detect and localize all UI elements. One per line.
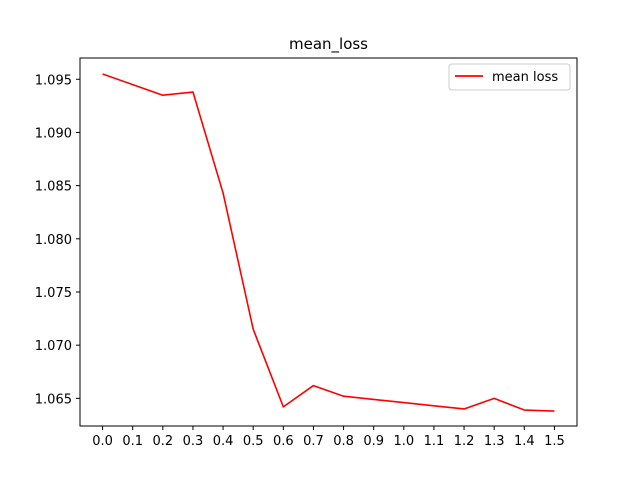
x-tick-label: 1.1: [424, 434, 445, 449]
series-layer: [102, 73, 555, 412]
x-tick-label: 0.2: [152, 434, 173, 449]
plot-area: [79, 57, 578, 427]
legend-label: mean loss: [492, 70, 558, 85]
y-tick-label: 1.065: [35, 392, 72, 407]
y-tick-label: 1.090: [35, 126, 72, 141]
x-tick-label: 1.5: [544, 434, 565, 449]
y-tick-label: 1.070: [35, 339, 72, 354]
y-axis: 1.065 1.070 1.075 1.080 1.085 1.090 1.095: [35, 73, 80, 407]
x-tick-label: 0.1: [122, 434, 143, 449]
chart-title: mean_loss: [289, 35, 368, 54]
y-tick-label: 1.075: [35, 286, 72, 301]
legend: mean loss: [448, 63, 571, 91]
y-tick-label: 1.095: [35, 73, 72, 88]
y-tick-label: 1.085: [35, 180, 72, 195]
x-tick-label: 0.3: [183, 434, 204, 449]
x-tick-label: 1.3: [484, 434, 505, 449]
x-tick-label: 0.0: [92, 434, 113, 449]
x-tick-label: 0.6: [273, 434, 294, 449]
x-axis: 0.0 0.1 0.2 0.3 0.4 0.5 0.6 0.7 0.8 0.9 1.0 1.1 1.2 1…: [92, 426, 565, 449]
x-tick-label: 0.7: [303, 434, 324, 449]
x-tick-label: 1.0: [393, 434, 414, 449]
y-tick-label: 1.080: [35, 233, 72, 248]
x-tick-label: 0.8: [333, 434, 354, 449]
x-tick-label: 0.4: [213, 434, 234, 449]
x-tick-label: 0.9: [363, 434, 384, 449]
x-tick-label: 0.5: [243, 434, 264, 449]
legend-box: [448, 63, 571, 91]
series-line-mean-loss: [102, 73, 555, 412]
x-tick-label: 1.2: [454, 434, 475, 449]
x-tick-label: 1.4: [514, 434, 535, 449]
